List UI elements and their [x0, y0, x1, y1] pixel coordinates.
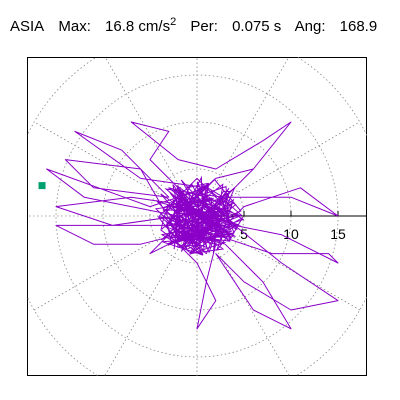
period-label: Per: — [190, 18, 218, 35]
polar-plot: 5 10 15 — [27, 57, 367, 376]
chart-header: ASIA Max: 16.8 cm/s2 Per: 0.075 s Ang: 1… — [10, 16, 387, 35]
axis-tick-label: 15 — [330, 226, 346, 242]
max-value: 16.8 cm/s2 — [105, 16, 177, 35]
max-marker — [38, 182, 46, 190]
angle-value: 168.9 — [339, 18, 378, 35]
max-label: Max: — [58, 18, 91, 35]
angle-label: Ang: — [294, 18, 326, 35]
motion-trace — [46, 121, 339, 330]
period-value: 0.075 s — [232, 18, 282, 35]
motion-trace-core — [154, 175, 245, 256]
axis-tick-label: 5 — [240, 226, 248, 242]
trace-layer — [46, 121, 339, 330]
marker-layer — [38, 182, 46, 190]
station-code: ASIA — [10, 18, 45, 35]
